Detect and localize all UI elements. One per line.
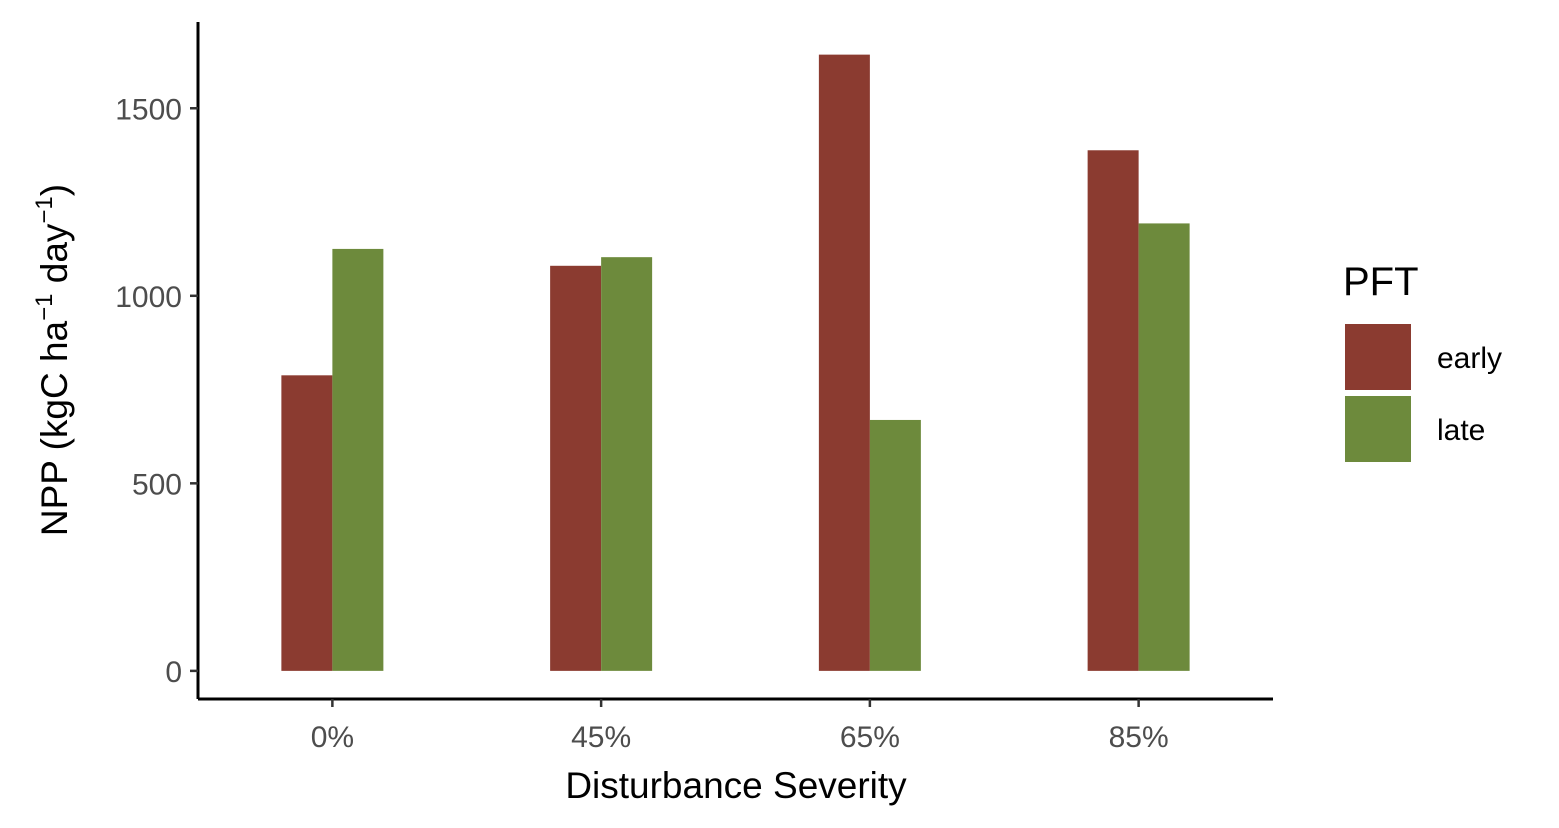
x-tick-label: 0% [311, 721, 354, 754]
x-axis-title: Disturbance Severity [565, 765, 907, 806]
y-axis-title-superscript-1: −1 [31, 294, 58, 321]
bar-late-45pct [601, 257, 653, 671]
y-tick-label: 500 [132, 468, 182, 501]
y-axis: 0 500 1000 1500 [115, 22, 200, 699]
y-axis-title-superscript-2: −1 [31, 196, 58, 223]
y-tick-label: 1000 [115, 281, 182, 314]
y-axis-title: NPP (kgC ha−1 day−1) [31, 184, 75, 536]
bar-late-85pct [1138, 223, 1190, 671]
legend-label-early: early [1437, 342, 1502, 375]
y-tick-label: 1500 [115, 93, 182, 126]
legend-title: PFT [1343, 260, 1419, 304]
legend-label-late: late [1437, 414, 1485, 447]
x-tick-label: 85% [1109, 721, 1169, 754]
bar-early-0pct [281, 375, 333, 671]
legend: PFT early late [1343, 260, 1502, 462]
x-tick-label: 45% [571, 721, 631, 754]
y-tick-label: 0 [165, 656, 182, 689]
bar-early-45pct [550, 265, 602, 671]
bar-early-85pct [1087, 150, 1139, 671]
x-axis: 0% 45% 65% 85% [198, 697, 1273, 754]
legend-key-early [1345, 324, 1411, 390]
bar-late-65pct [869, 419, 921, 671]
bars-group [281, 54, 1190, 671]
x-tick-label: 65% [840, 721, 900, 754]
bar-late-0pct [332, 248, 384, 671]
bar-early-65pct [818, 54, 870, 671]
legend-key-late [1345, 396, 1411, 462]
